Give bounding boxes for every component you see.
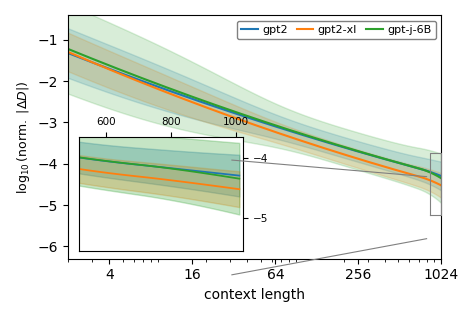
Legend: gpt2, gpt2-xl, gpt-j-6B: gpt2, gpt2-xl, gpt-j-6B (237, 21, 436, 39)
gpt2 (371, 154, 377, 158)
gpt2-xl (65, 50, 71, 54)
Line: gpt2: gpt2 (68, 53, 441, 176)
gpt2 (267, 123, 273, 126)
gpt-j-6B (438, 177, 444, 180)
gpt2-xl (245, 120, 250, 124)
gpt-j-6B (267, 122, 273, 126)
Line: gpt2-xl: gpt2-xl (68, 52, 441, 185)
gpt2 (65, 51, 71, 55)
gpt2 (429, 171, 435, 175)
gpt-j-6B (245, 114, 250, 118)
gpt-j-6B (429, 171, 435, 175)
gpt2-xl (267, 128, 273, 132)
gpt-j-6B (287, 128, 293, 132)
gpt-j-6B (242, 113, 248, 117)
gpt2 (287, 129, 293, 133)
gpt2-xl (242, 120, 248, 123)
gpt-j-6B (371, 154, 377, 158)
gpt2-xl (287, 135, 293, 139)
X-axis label: context length: context length (204, 288, 305, 302)
gpt2-xl (429, 179, 435, 183)
Y-axis label: $\log_{10}(\mathrm{norm.}\ |\Delta D|)$: $\log_{10}(\mathrm{norm.}\ |\Delta D|)$ (15, 80, 32, 193)
gpt2 (245, 115, 250, 119)
gpt2 (438, 174, 444, 178)
gpt-j-6B (65, 47, 71, 51)
gpt2 (242, 115, 248, 119)
Line: gpt-j-6B: gpt-j-6B (68, 49, 441, 178)
gpt2-xl (371, 162, 377, 165)
gpt2-xl (438, 184, 444, 187)
